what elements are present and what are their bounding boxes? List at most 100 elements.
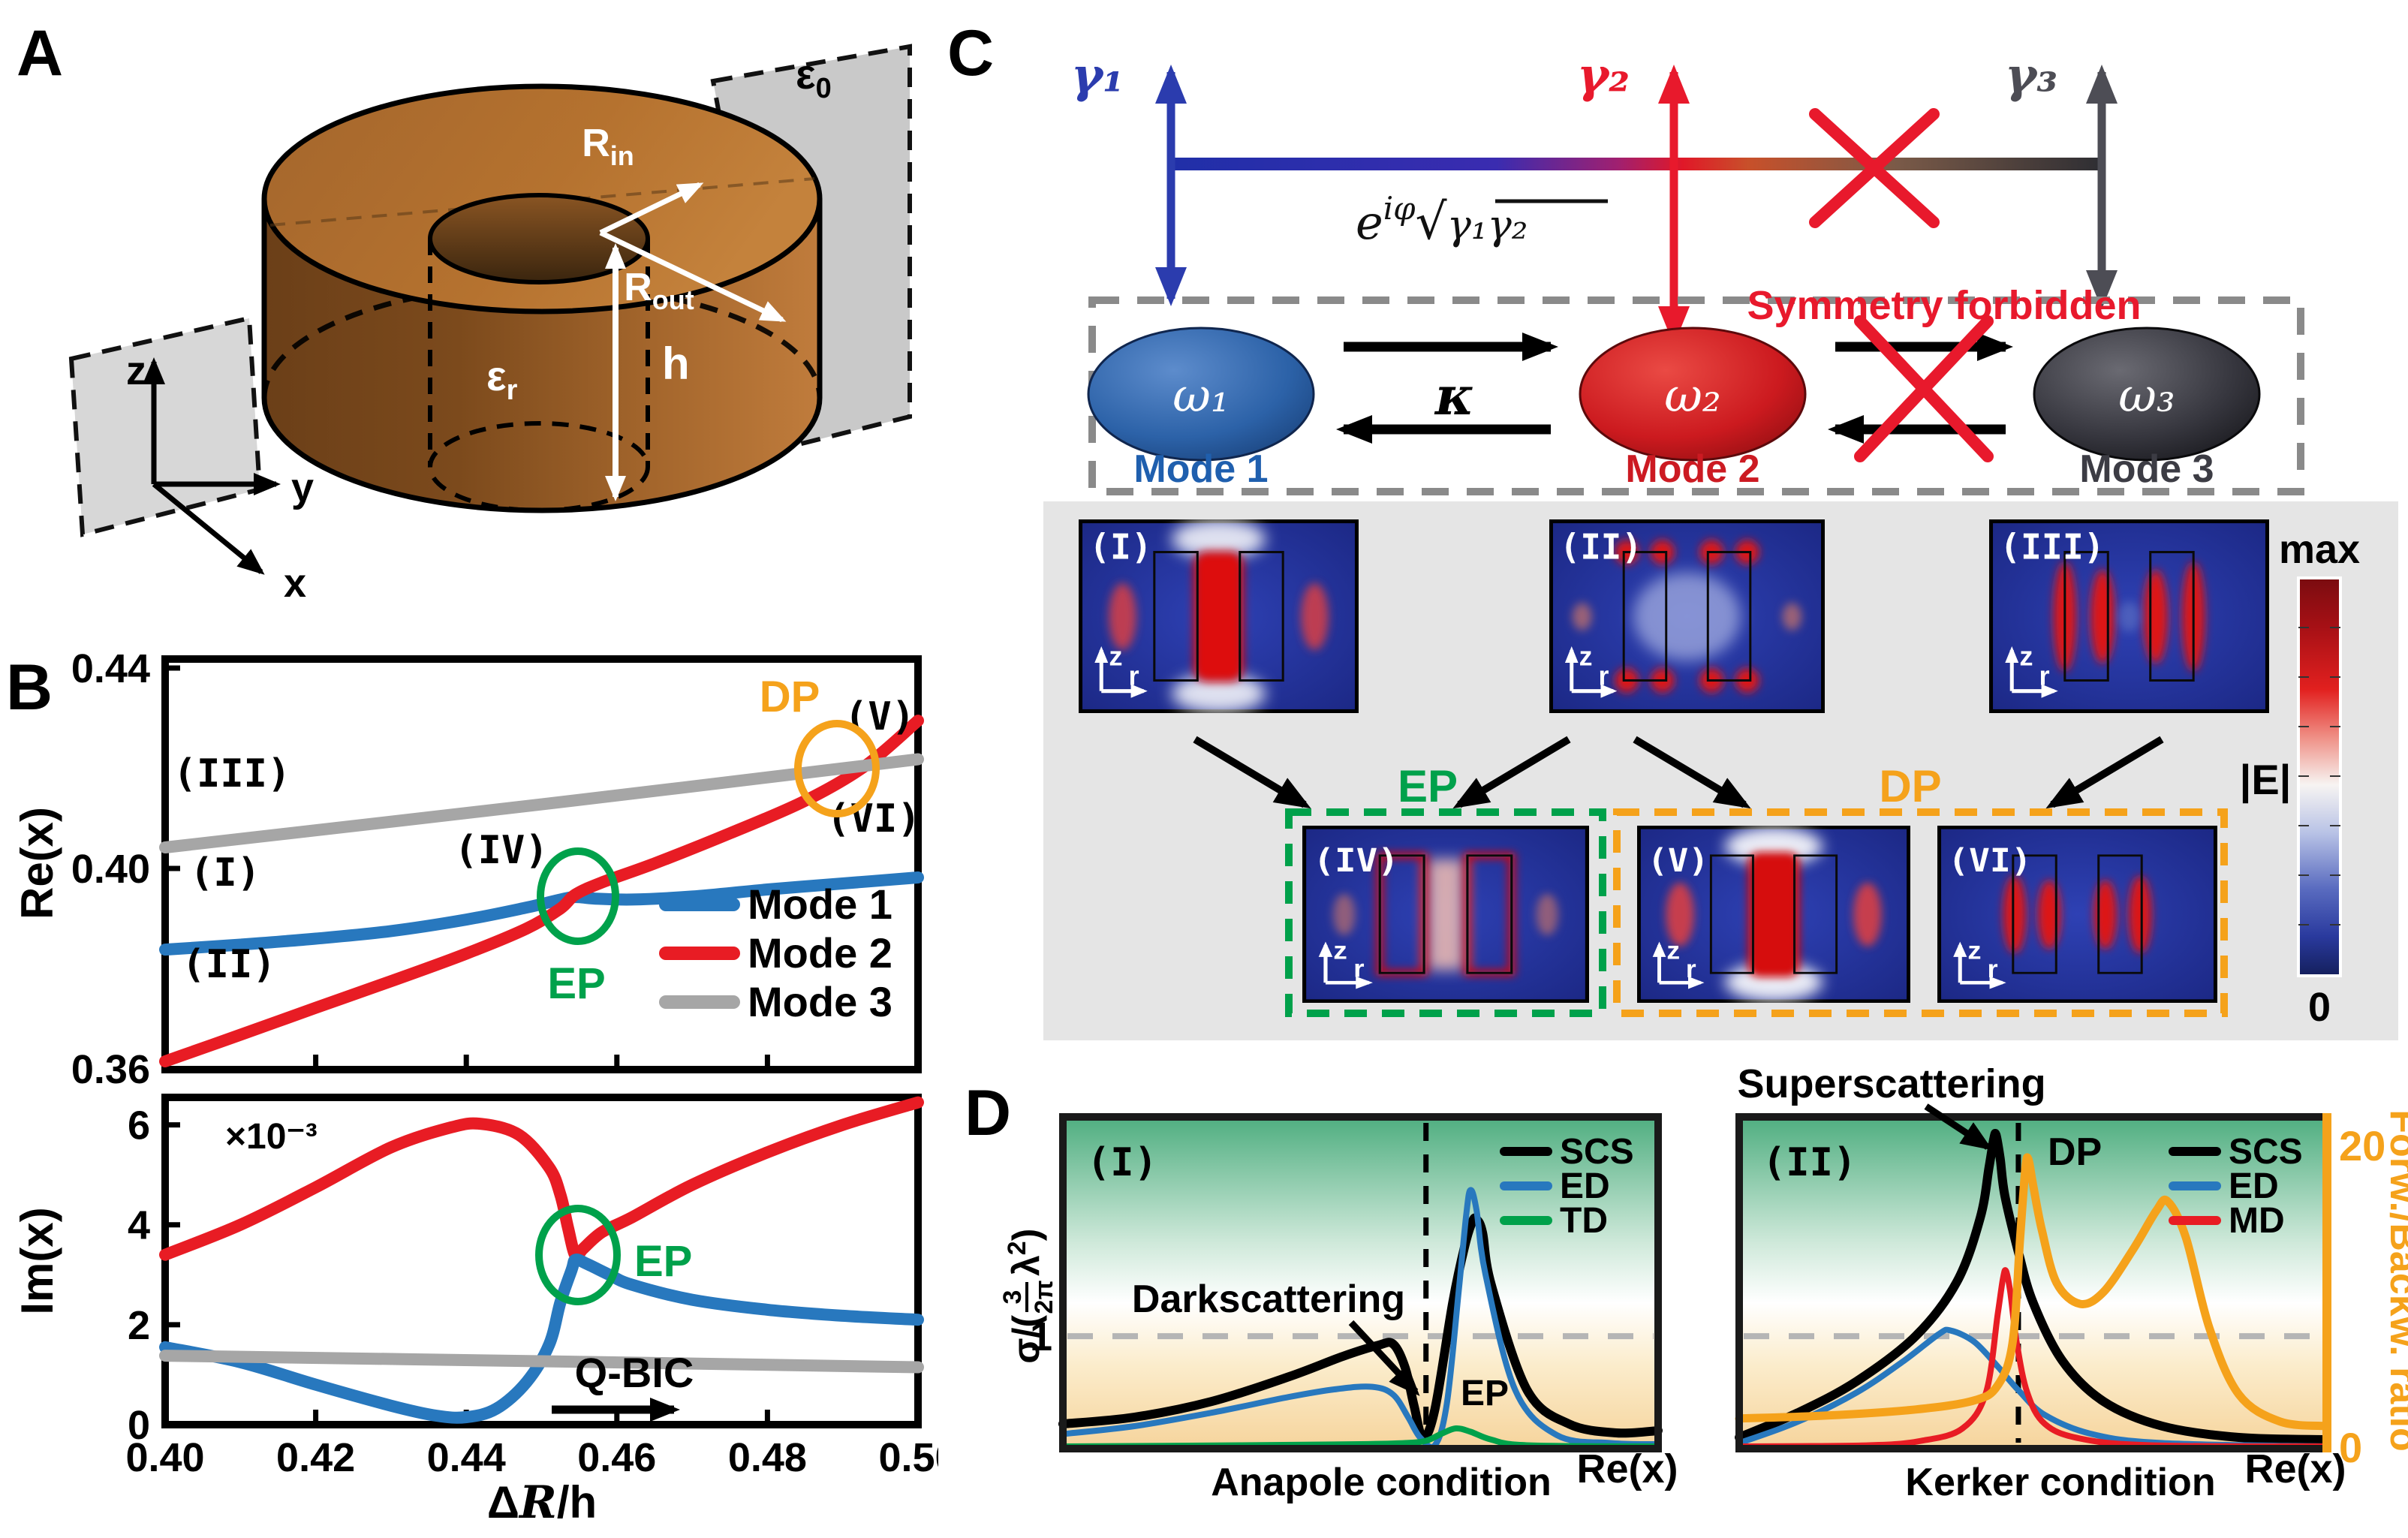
svg-text:ED: ED <box>2229 1166 2279 1206</box>
d-right-panel-number: (II) <box>1762 1140 1856 1185</box>
mode1-label: Mode 1 <box>1133 447 1268 491</box>
d-right-xaxis-name: Re(x) <box>2244 1446 2346 1491</box>
panel-c-letter: C <box>947 17 994 89</box>
curve-md <box>1736 1267 2330 1449</box>
svg-text:1: 1 <box>1030 1314 1052 1359</box>
curve-label-iii: (III) <box>173 751 291 796</box>
svg-text:20: 20 <box>2339 1122 2385 1169</box>
curve-forw-backw-ratio <box>1735 1153 2331 1431</box>
panel-d: D 1 (I) SCS ED TD Darkscattering EP σ/( … <box>965 1061 2408 1504</box>
svg-text:(III): (III) <box>2000 527 2105 567</box>
mode3-ellipse <box>2033 327 2261 462</box>
d-right-legend: SCS ED MD <box>2169 1132 2303 1241</box>
svg-text:2π: 2π <box>1030 1281 1058 1314</box>
dp-label-c: DP <box>1879 761 1941 811</box>
dp-dashed-box <box>1613 808 2228 1017</box>
legend-mode2: Mode 2 <box>748 929 892 977</box>
svg-text:3: 3 <box>998 1290 1027 1305</box>
panel-d-letter: D <box>965 1077 1011 1149</box>
panel-a: A Rin Rout h εr ε0 z y x <box>17 17 912 606</box>
omega2-label: ω₂ <box>1664 368 1720 423</box>
b-legend: Mode 1 Mode 2 Mode 3 <box>659 880 892 1025</box>
d-left-legend: SCS ED TD <box>1500 1132 1634 1241</box>
x-axis-label: x <box>284 561 306 606</box>
dp-label: DP <box>760 673 820 721</box>
b-bottom-ylabel: Im(x) <box>12 1207 62 1314</box>
svg-text:(II): (II) <box>1560 526 1642 567</box>
svg-text:(I): (I) <box>1089 527 1152 567</box>
svg-text:r: r <box>1129 661 1139 691</box>
b-bottom-frame <box>161 1094 922 1428</box>
b-top-ylabel: Re(x) <box>12 807 62 919</box>
b-top-frame <box>161 655 922 1073</box>
svg-text:r: r <box>1353 955 1365 983</box>
dimension-annotations: Rin Rout h εr ε0 <box>486 50 832 501</box>
svg-text:0.50: 0.50 <box>878 1435 938 1480</box>
ep-dashed-box <box>1285 808 1606 1017</box>
svg-text:r: r <box>1988 955 1999 983</box>
svg-text:0.44: 0.44 <box>427 1435 506 1480</box>
field-plot-3: (III) z r <box>1989 519 2269 713</box>
mode2-label: Mode 2 <box>1625 447 1759 491</box>
mode1-ellipse <box>1087 327 1315 462</box>
svg-text:(V): (V) <box>1648 842 1709 879</box>
legend-mode3: Mode 3 <box>748 978 892 1025</box>
colorbar-zero: 0 <box>2308 985 2331 1030</box>
d-left-ticks: 1 <box>1030 1314 1052 1359</box>
field-plot-2: (II) z r <box>1549 519 1825 713</box>
svg-text:ED: ED <box>1560 1166 1610 1206</box>
ep-label-d: EP <box>1461 1374 1509 1413</box>
svg-text:z: z <box>1967 937 1981 965</box>
svg-text:0.40: 0.40 <box>71 847 150 892</box>
darkscattering-arrow <box>1348 1320 1420 1396</box>
svg-text:TD: TD <box>1560 1201 1608 1241</box>
ep-circle-bottom <box>535 1205 621 1305</box>
mode2-ellipse <box>1579 327 1807 462</box>
field-plot-6: (VI) z r <box>1937 826 2217 1003</box>
curve-label-vi: (VI) <box>826 796 920 841</box>
ep-circle-top <box>537 847 619 945</box>
svg-text:4: 4 <box>128 1203 150 1248</box>
colorbar-field-label: |E| <box>2240 756 2292 804</box>
svg-text:0.46: 0.46 <box>577 1435 656 1480</box>
forbidden-x-modes <box>1854 315 1994 462</box>
svg-text:r: r <box>1598 660 1609 691</box>
svg-text:z: z <box>1333 937 1347 965</box>
svg-text:(IV): (IV) <box>1313 841 1398 879</box>
svg-text:r: r <box>1686 956 1696 983</box>
eps-0-label: ε0 <box>796 50 832 104</box>
b-bottom-ticks: 6 4 2 00.40 0.42 0.44 0.46 0.48 0.50 <box>125 1103 938 1480</box>
omega3-label: ω₃ <box>2118 368 2175 423</box>
b-top-ticks: 0.44 0.40 0.36 <box>71 646 770 1092</box>
qbic-label: Q-BIC <box>575 1349 694 1396</box>
d-left-bg <box>1063 1117 1658 1449</box>
evolution-arrows <box>1193 736 2164 809</box>
coordinate-axes: z y x <box>126 348 314 606</box>
field-plot-5: (V) z r <box>1637 826 1910 1003</box>
symmetry-plane-left <box>68 315 263 537</box>
anapole-label: Anapole condition <box>1211 1461 1552 1504</box>
curve-mode-2 <box>159 715 924 1067</box>
b-top-curves <box>159 715 924 1067</box>
svg-text:z: z <box>1579 640 1593 671</box>
coupled-mode-box: Symmetry forbidden ω₁ ω₂ ω₃ κ Mode 1 Mod… <box>1087 283 2304 495</box>
panel-c: C γ₁ γ₂ γ₃ eiφ√γ₁γ₂ Symmetry forbidden ω… <box>947 17 2398 1040</box>
y-axis-label: y <box>291 465 314 510</box>
svg-text:z: z <box>1109 640 1122 671</box>
svg-text:0.36: 0.36 <box>71 1047 150 1092</box>
field-plot-1: (I) z r <box>1079 519 1359 713</box>
d-left-xaxis-name: Re(x) <box>1576 1446 1678 1491</box>
curve-label-ii: (II) <box>182 942 275 987</box>
forbidden-x-bar <box>1809 108 1940 228</box>
curve-scs <box>1735 1129 2331 1444</box>
superscattering-label: Superscattering <box>1737 1061 2045 1106</box>
svg-text:0: 0 <box>2339 1424 2362 1471</box>
panel-b: B 0.44 0.40 0.36 Re(x) (III) (I) (II) (IV)… <box>6 646 938 1529</box>
dp-label-d: DP <box>2048 1130 2102 1174</box>
gamma2-label: γ₂ <box>1577 47 1630 104</box>
ep-label-top: EP <box>547 959 605 1008</box>
curve-label-i: (I) <box>190 850 260 895</box>
gamma1-label: γ₁ <box>1071 47 1124 104</box>
gamma3-label: γ₃ <box>2005 47 2057 104</box>
svg-text:SCS: SCS <box>2229 1132 2303 1172</box>
